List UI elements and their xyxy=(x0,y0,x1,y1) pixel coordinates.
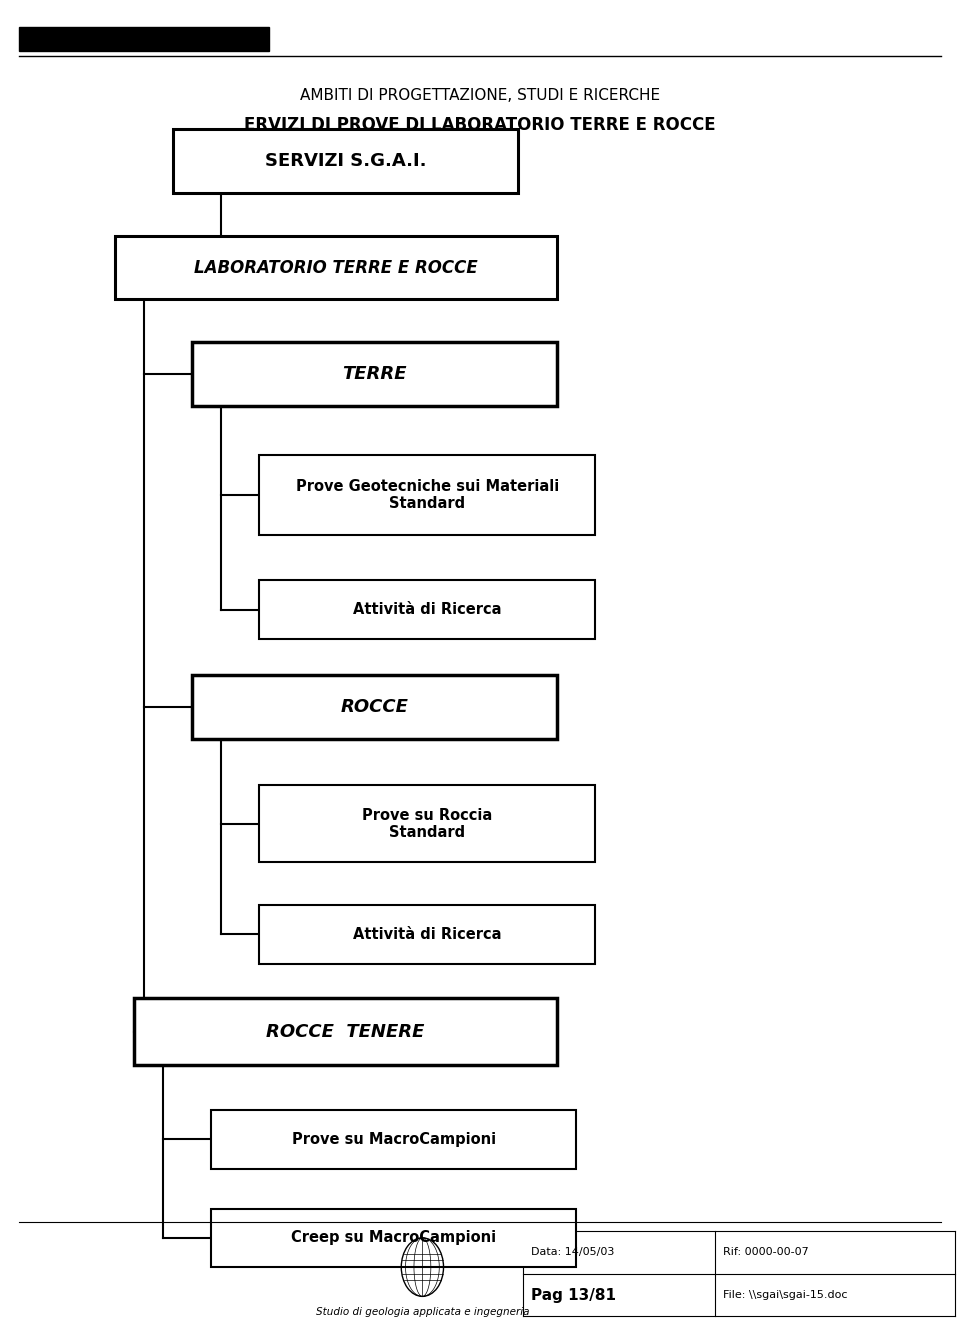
FancyBboxPatch shape xyxy=(259,455,595,535)
Text: LABORATORIO TERRE E ROCCE: LABORATORIO TERRE E ROCCE xyxy=(194,258,478,277)
FancyBboxPatch shape xyxy=(173,129,518,193)
Text: Prove Geotecniche sui Materiali
Standard: Prove Geotecniche sui Materiali Standard xyxy=(296,479,559,511)
Text: ROCCE  TENERE: ROCCE TENERE xyxy=(267,1022,424,1041)
FancyBboxPatch shape xyxy=(259,905,595,964)
Text: Creep su MacroCampioni: Creep su MacroCampioni xyxy=(291,1230,496,1246)
Text: Prove su Roccia
Standard: Prove su Roccia Standard xyxy=(362,808,492,840)
FancyBboxPatch shape xyxy=(211,1110,576,1169)
FancyBboxPatch shape xyxy=(134,998,557,1065)
Text: Prove su MacroCampioni: Prove su MacroCampioni xyxy=(292,1131,495,1147)
Bar xyxy=(19,27,269,51)
Text: ROCCE: ROCCE xyxy=(341,697,408,716)
FancyBboxPatch shape xyxy=(211,1209,576,1267)
Text: Pag 13/81: Pag 13/81 xyxy=(531,1287,616,1303)
FancyBboxPatch shape xyxy=(259,580,595,639)
Text: Data: 14/05/03: Data: 14/05/03 xyxy=(531,1247,614,1258)
Text: Attività di Ricerca: Attività di Ricerca xyxy=(353,602,501,618)
Text: SERVIZI S.G.A.I.: SERVIZI S.G.A.I. xyxy=(265,152,426,170)
Text: Studio di geologia applicata e ingegneria: Studio di geologia applicata e ingegneri… xyxy=(316,1307,529,1318)
Text: Attività di Ricerca: Attività di Ricerca xyxy=(353,926,501,942)
FancyBboxPatch shape xyxy=(259,785,595,862)
Text: File: \\sgai\sgai-15.doc: File: \\sgai\sgai-15.doc xyxy=(723,1290,848,1300)
FancyBboxPatch shape xyxy=(192,675,557,739)
Text: ERVIZI DI PROVE DI LABORATORIO TERRE E ROCCE: ERVIZI DI PROVE DI LABORATORIO TERRE E R… xyxy=(244,116,716,134)
Text: Rif: 0000-00-07: Rif: 0000-00-07 xyxy=(723,1247,808,1258)
FancyBboxPatch shape xyxy=(115,236,557,299)
FancyBboxPatch shape xyxy=(192,342,557,406)
Text: AMBITI DI PROGETTAZIONE, STUDI E RICERCHE: AMBITI DI PROGETTAZIONE, STUDI E RICERCH… xyxy=(300,88,660,104)
Text: TERRE: TERRE xyxy=(342,365,407,383)
